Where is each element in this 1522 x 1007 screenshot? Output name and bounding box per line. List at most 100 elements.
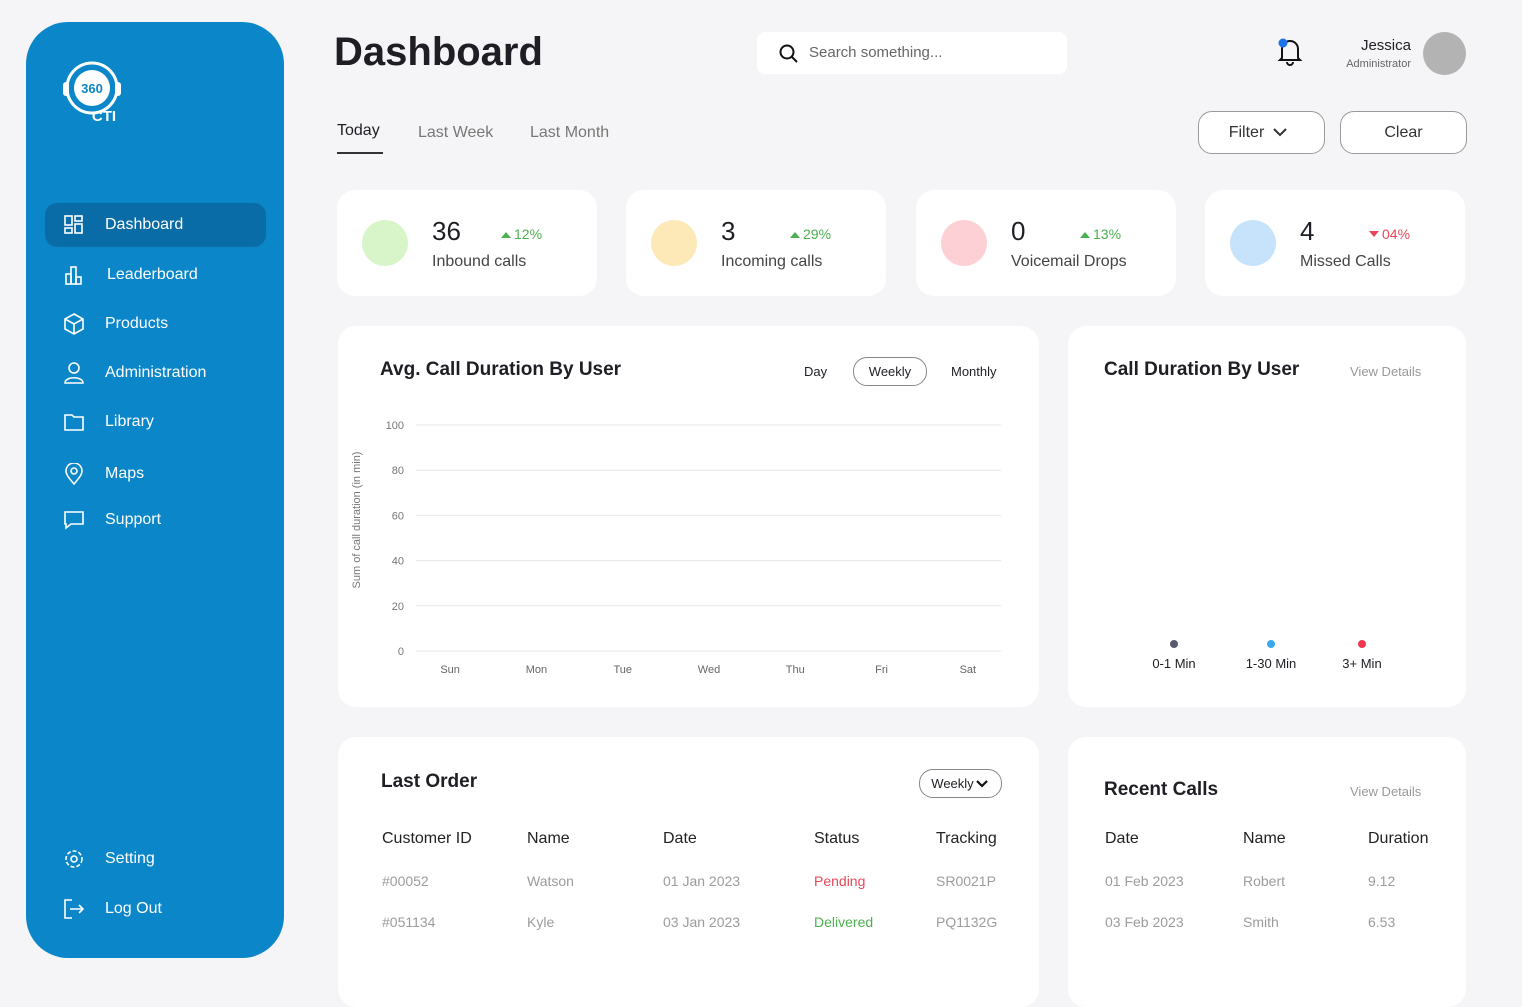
icon bbox=[64, 362, 84, 384]
period-option[interactable]: Monthly bbox=[951, 364, 997, 379]
nav-item[interactable]: Leaderboard bbox=[45, 253, 266, 297]
search-icon bbox=[779, 44, 798, 63]
view-details[interactable]: View Details bbox=[1350, 364, 1422, 379]
user-name: Jessica bbox=[1360, 37, 1411, 54]
icon bbox=[65, 266, 82, 285]
view-details[interactable]: View Details bbox=[1350, 784, 1422, 799]
nav-item[interactable]: Support bbox=[45, 498, 266, 542]
x-tick-label: Sat bbox=[960, 664, 977, 676]
filter-button[interactable]: Filter bbox=[1198, 111, 1325, 154]
nav-item[interactable]: Dashboard bbox=[45, 203, 266, 247]
stat-card: 36 12% Inbound calls bbox=[337, 190, 597, 296]
card-title: Avg. Call Duration By User bbox=[380, 359, 622, 380]
change-text: 13% bbox=[1093, 226, 1122, 242]
stat-label: Inbound calls bbox=[432, 253, 527, 270]
y-axis-label: Sum of call duration (in min) bbox=[351, 452, 363, 589]
period-option[interactable]: Day bbox=[804, 364, 828, 379]
nav-item[interactable]: Administration bbox=[45, 351, 266, 395]
legend-item: 3+ Min bbox=[1312, 640, 1412, 671]
legend-dot bbox=[1358, 640, 1366, 648]
change-arrow bbox=[501, 232, 511, 238]
icon bbox=[64, 511, 84, 530]
icon bbox=[64, 313, 84, 335]
card-title: Call Duration By User bbox=[1104, 359, 1300, 380]
nav-item[interactable]: Maps bbox=[45, 452, 266, 496]
y-tick-label: 100 bbox=[386, 420, 404, 432]
period-option[interactable]: Weekly bbox=[853, 357, 927, 386]
nav-label: Log Out bbox=[105, 900, 162, 917]
arrow bbox=[501, 232, 511, 238]
stat-card: 4 04% Missed Calls bbox=[1205, 190, 1465, 296]
cell: 03 Jan 2023 bbox=[663, 914, 741, 930]
cell: SR0021P bbox=[936, 873, 996, 889]
cell: 01 Jan 2023 bbox=[663, 873, 741, 889]
stat-icon bbox=[651, 220, 697, 266]
stat-value: 3 bbox=[721, 216, 736, 246]
change-text: 29% bbox=[803, 226, 832, 242]
nav-item[interactable]: Library bbox=[45, 400, 266, 444]
cell: Kyle bbox=[527, 914, 555, 930]
clear-button[interactable]: Clear bbox=[1340, 111, 1467, 154]
cell: Delivered bbox=[814, 914, 874, 930]
sidebar: 360 CTI Dashboard Leaderboard Products A… bbox=[26, 22, 284, 958]
logo: 360 CTI bbox=[63, 61, 121, 125]
column-header: Duration bbox=[1368, 830, 1429, 847]
period-dropdown[interactable]: Weekly bbox=[919, 769, 1002, 798]
tab[interactable]: Today bbox=[337, 122, 380, 139]
tab[interactable]: Last Month bbox=[530, 124, 610, 141]
column-header: Date bbox=[1105, 830, 1139, 847]
user-role: Administrator bbox=[1346, 58, 1411, 70]
nav-item[interactable]: Setting bbox=[45, 837, 266, 881]
y-tick-label: 60 bbox=[392, 510, 404, 522]
cell: 01 Feb 2023 bbox=[1105, 873, 1184, 889]
cell: Robert bbox=[1243, 873, 1286, 889]
y-tick-label: 20 bbox=[392, 601, 404, 613]
column-header: Name bbox=[1243, 830, 1286, 847]
clear-label: Clear bbox=[1384, 123, 1423, 141]
x-tick-label: Tue bbox=[613, 664, 632, 676]
period-label: Weekly bbox=[868, 364, 912, 379]
nav-label: Library bbox=[105, 413, 154, 430]
cell: Smith bbox=[1243, 914, 1279, 930]
nav-label: Setting bbox=[105, 850, 155, 867]
stat-value: 4 bbox=[1300, 216, 1315, 246]
nav-label: Administration bbox=[105, 364, 207, 381]
x-tick-label: Thu bbox=[786, 664, 805, 676]
nav-label: Support bbox=[105, 511, 162, 528]
column-header: Date bbox=[663, 830, 697, 847]
period-label: Weekly bbox=[931, 776, 974, 791]
cell: PQ1132G bbox=[936, 914, 998, 930]
change-arrow bbox=[1080, 232, 1090, 238]
page-title: Dashboard bbox=[334, 30, 543, 74]
page: 360 CTI Dashboard Leaderboard Products A… bbox=[26, 22, 1467, 958]
bell[interactable] bbox=[1275, 36, 1305, 66]
column-header: Customer ID bbox=[382, 830, 472, 847]
stat-label: Incoming calls bbox=[721, 253, 823, 270]
icon bbox=[65, 850, 83, 868]
legend-label: 3+ Min bbox=[1342, 656, 1382, 671]
nav-label: Maps bbox=[105, 465, 145, 482]
avatar[interactable] bbox=[1423, 32, 1466, 75]
chevron bbox=[1273, 127, 1287, 136]
legend-label: 0-1 Min bbox=[1152, 656, 1196, 671]
arrow bbox=[1369, 231, 1379, 237]
search-box[interactable]: Search something... bbox=[757, 32, 1067, 74]
logo-bottom: CTI bbox=[92, 108, 116, 125]
duration-card: Call Duration By User View Details 0-1 M… bbox=[1068, 326, 1466, 707]
tab-underline bbox=[337, 152, 383, 154]
stat-card: 3 29% Incoming calls bbox=[626, 190, 886, 296]
nav-label: Leaderboard bbox=[107, 266, 198, 283]
stat-change: 29% bbox=[789, 226, 831, 242]
nav-item[interactable]: Products bbox=[45, 302, 266, 346]
legend-dot bbox=[1267, 640, 1275, 648]
stat-change: 13% bbox=[1079, 226, 1121, 242]
column-header: Name bbox=[527, 830, 570, 847]
last-order-card: Last Order Weekly Customer ID Name Date Sta… bbox=[338, 737, 1039, 1007]
icon bbox=[64, 899, 84, 919]
cell: #00052 bbox=[382, 873, 429, 889]
nav-item[interactable]: Log Out bbox=[45, 887, 266, 931]
stat-label: Voicemail Drops bbox=[1011, 253, 1127, 270]
tab[interactable]: Last Week bbox=[418, 124, 494, 141]
y-tick-label: 40 bbox=[392, 556, 404, 568]
legend-dot bbox=[1170, 640, 1178, 648]
